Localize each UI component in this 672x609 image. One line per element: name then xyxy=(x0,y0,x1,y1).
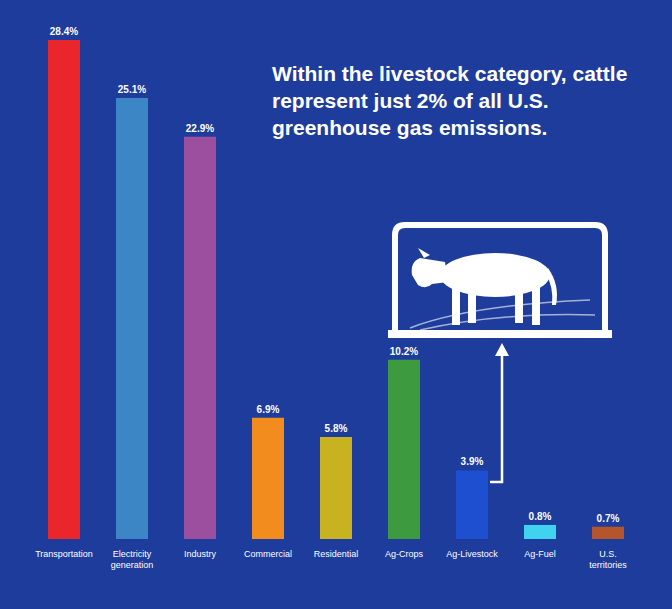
svg-text:6.9%: 6.9% xyxy=(257,404,280,415)
svg-text:Commercial: Commercial xyxy=(244,549,292,559)
svg-text:Industry: Industry xyxy=(184,549,217,559)
svg-text:Electricitygeneration: Electricitygeneration xyxy=(111,549,154,570)
svg-text:Ag-Livestock: Ag-Livestock xyxy=(446,549,498,559)
svg-text:28.4%: 28.4% xyxy=(50,26,78,37)
svg-text:25.1%: 25.1% xyxy=(118,84,146,95)
svg-text:10.2%: 10.2% xyxy=(390,346,418,357)
svg-text:Ag-Fuel: Ag-Fuel xyxy=(524,549,556,559)
html-text:Within the livestock category,: Within the livestock category, cattle re… xyxy=(272,62,628,139)
svg-text:22.9%: 22.9% xyxy=(186,123,214,134)
svg-text:5.8%: 5.8% xyxy=(325,423,348,434)
svg-text:0.7%: 0.7% xyxy=(597,513,620,524)
svg-text:3.9%: 3.9% xyxy=(461,456,484,467)
svg-text:Transportation: Transportation xyxy=(35,549,93,559)
svg-text:U.S.territories: U.S.territories xyxy=(589,549,627,570)
svg-text:Ag-Crops: Ag-Crops xyxy=(385,549,424,559)
svg-text:0.8%: 0.8% xyxy=(529,511,552,522)
svg-text:Residential: Residential xyxy=(314,549,359,559)
